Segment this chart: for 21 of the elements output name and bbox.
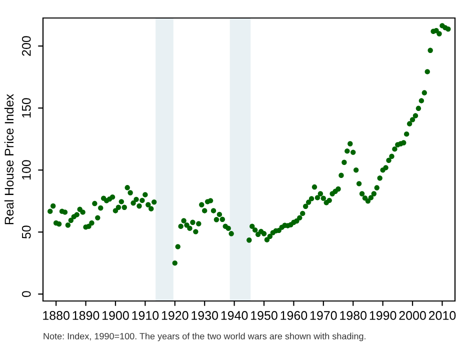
y-tick-label: 0	[22, 291, 31, 298]
x-tick-label: 1990	[370, 311, 396, 320]
x-tick-label: 1960	[280, 311, 308, 320]
y-tick-label: 150	[22, 98, 31, 118]
x-tick-label: 1890	[72, 311, 100, 320]
x-tick-label: 1880	[43, 311, 70, 320]
x-tick-label: 1970	[310, 311, 337, 320]
x-tick-label: 1930	[192, 311, 218, 320]
x-tick-label: 1910	[132, 311, 159, 320]
x-tick-label: 1980	[340, 311, 367, 320]
x-tick-label: 1920	[162, 311, 188, 320]
x-tick-label: 1900	[102, 311, 129, 320]
text: Note: Index, 1990=100. The years of the two world wars are shown with shading.	[44, 332, 366, 342]
y-tick-label: 200	[22, 36, 31, 56]
x-tick-label: 1940	[221, 311, 248, 320]
x-tick-label: 2010	[428, 311, 456, 320]
y-tick-label: 100	[22, 160, 31, 180]
x-tick-label: 1950	[251, 311, 278, 320]
y-tick-label: 50	[22, 226, 31, 238]
x-tick-label: 2000	[399, 311, 426, 320]
y-axis-title: Real House Price Index	[4, 94, 14, 224]
